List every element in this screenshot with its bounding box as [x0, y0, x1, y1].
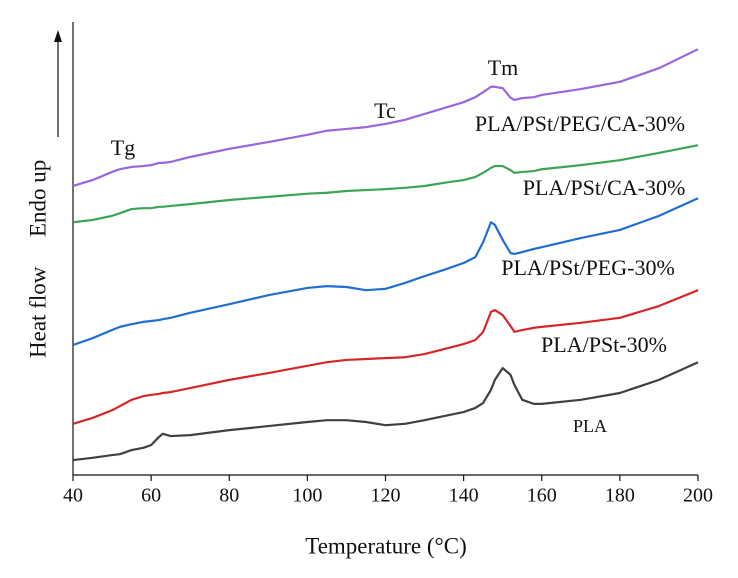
x-tick-label: 160 [527, 485, 557, 507]
x-tick-label: 140 [449, 485, 479, 507]
y-axis-label: Heat flow [25, 266, 50, 358]
x-tick-label: 120 [371, 485, 401, 507]
series-line [72, 144, 699, 224]
annotation: Tg [111, 135, 135, 160]
series-line [72, 48, 699, 188]
annotation: Tc [374, 98, 396, 123]
series-label: PLA/PSt/PEG-30% [501, 255, 675, 280]
annotation: Tm [488, 55, 519, 80]
x-tick-label: 60 [141, 485, 161, 507]
series-line [72, 289, 699, 425]
x-tick-label: 100 [292, 485, 322, 507]
x-axis-label: Temperature (°C) [305, 533, 466, 558]
series-line [72, 197, 699, 347]
series-label: PLA/PSt/CA-30% [523, 175, 686, 200]
series-line [72, 361, 699, 462]
x-tick-label: 80 [219, 485, 239, 507]
x-tick-label: 180 [605, 485, 635, 507]
series-label: PLA/PSt-30% [541, 332, 667, 357]
series-label: PLA [573, 416, 607, 436]
series-label: PLA/PSt/PEG/CA-30% [475, 111, 685, 136]
arrow-head [54, 30, 62, 42]
x-tick-label: 40 [63, 485, 83, 507]
y-axis-label: Endo up [25, 160, 50, 237]
x-tick-label: 200 [683, 485, 713, 507]
